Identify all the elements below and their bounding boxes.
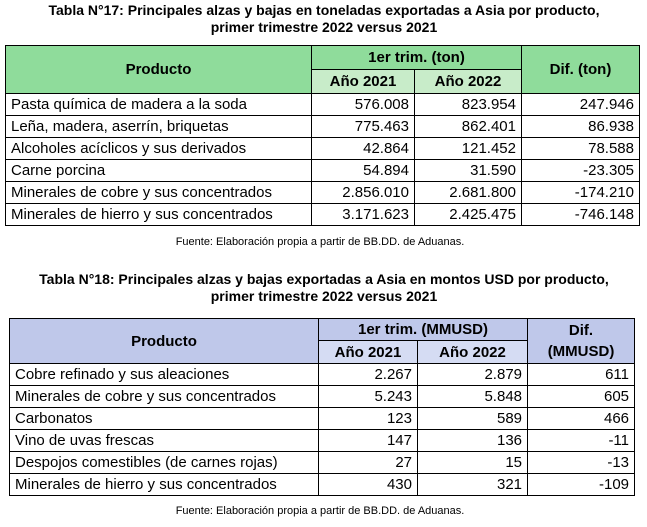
product-cell: Vino de uvas frescas (9, 429, 319, 452)
table18-header-2021: Año 2021 (318, 340, 418, 364)
table17-header-2022: Año 2022 (414, 69, 522, 94)
table-row: Minerales de hierro y sus concentrados 3… (5, 203, 640, 226)
value-2022-cell: 2.879 (416, 363, 529, 386)
diff-cell: 247.946 (521, 93, 640, 116)
product-cell: Minerales de hierro y sus concentrados (5, 203, 312, 226)
table17-header-period: 1er trim. (ton) (311, 45, 522, 70)
table-row: Minerales de cobre y sus concentrados 5.… (9, 385, 636, 408)
table-row: Leña, madera, aserrín, briquetas 775.463… (5, 115, 640, 138)
table-row: Minerales de hierro y sus concentrados 4… (9, 473, 636, 496)
product-cell: Minerales de cobre y sus concentrados (5, 181, 312, 204)
table17-title-line1: Tabla N°17: Principales alzas y bajas en… (48, 2, 600, 18)
value-2021-cell: 42.864 (311, 137, 415, 160)
value-2022-cell: 2.425.475 (414, 203, 522, 226)
table17-title-line2: primer trimestre 2022 versus 2021 (210, 19, 438, 35)
table18-header-2022: Año 2022 (416, 340, 529, 364)
value-2022-cell: 823.954 (414, 93, 522, 116)
table18-header-product: Producto (9, 318, 319, 364)
table17-title: Tabla N°17: Principales alzas y bajas en… (4, 2, 644, 36)
table-row: Pasta química de madera a la soda 576.00… (5, 93, 640, 116)
diff-cell: 78.588 (521, 137, 640, 160)
table18-header-period: 1er trim. (MMUSD) (317, 318, 529, 341)
value-2021-cell: 147 (318, 429, 418, 452)
table-row: Carbonatos 123 589 466 (9, 407, 636, 430)
table17-header-diff: Dif. (ton) (521, 45, 640, 94)
value-2022-cell: 862.401 (414, 115, 522, 138)
product-cell: Carne porcina (5, 159, 312, 182)
table-row: Carne porcina 54.894 31.590 -23.305 (5, 159, 640, 182)
value-2021-cell: 576.008 (311, 93, 415, 116)
diff-cell: -109 (527, 473, 636, 496)
product-cell: Cobre refinado y sus aleaciones (9, 363, 319, 386)
value-2021-cell: 2.856.010 (311, 181, 415, 204)
table-row: Cobre refinado y sus aleaciones 2.267 2.… (9, 363, 636, 386)
value-2021-cell: 27 (318, 451, 418, 474)
diff-cell: 466 (527, 407, 636, 430)
diff-cell: -11 (527, 429, 636, 452)
value-2022-cell: 15 (416, 451, 529, 474)
value-2021-cell: 123 (318, 407, 418, 430)
table-row: Minerales de cobre y sus concentrados 2.… (5, 181, 640, 204)
value-2022-cell: 31.590 (414, 159, 522, 182)
table18: Producto 1er trim. (MMUSD) Dif. (MMUSD) … (9, 318, 636, 496)
table18-title-line1: Tabla N°18: Principales alzas y bajas ex… (39, 271, 609, 287)
value-2021-cell: 54.894 (311, 159, 415, 182)
table17: Producto 1er trim. (ton) Dif. (ton) Año … (5, 45, 640, 226)
product-cell: Leña, madera, aserrín, briquetas (5, 115, 312, 138)
table18-header-diff: Dif. (MMUSD) (527, 318, 636, 364)
diff-cell: 611 (527, 363, 636, 386)
value-2021-cell: 3.171.623 (311, 203, 415, 226)
table-row: Vino de uvas frescas 147 136 -11 (9, 429, 636, 452)
value-2022-cell: 2.681.800 (414, 181, 522, 204)
table18-title-line2: primer trimestre 2022 versus 2021 (210, 288, 438, 304)
value-2021-cell: 775.463 (311, 115, 415, 138)
value-2021-cell: 2.267 (318, 363, 418, 386)
table18-source: Fuente: Elaboración propia a partir de B… (175, 505, 465, 517)
product-cell: Minerales de cobre y sus concentrados (9, 385, 319, 408)
diff-cell: -13 (527, 451, 636, 474)
value-2022-cell: 321 (416, 473, 529, 496)
table18-header-diff-line2: (MMUSD) (547, 343, 615, 360)
diff-cell: -746.148 (521, 203, 640, 226)
diff-cell: 86.938 (521, 115, 640, 138)
value-2022-cell: 136 (416, 429, 529, 452)
diff-cell: -23.305 (521, 159, 640, 182)
table17-source: Fuente: Elaboración propia a partir de B… (175, 236, 465, 248)
value-2022-cell: 589 (416, 407, 529, 430)
diff-cell: -174.210 (521, 181, 640, 204)
value-2022-cell: 5.848 (416, 385, 529, 408)
value-2022-cell: 121.452 (414, 137, 522, 160)
product-cell: Alcoholes acíclicos y sus derivados (5, 137, 312, 160)
value-2021-cell: 5.243 (318, 385, 418, 408)
table18-title: Tabla N°18: Principales alzas y bajas ex… (4, 271, 644, 305)
product-cell: Carbonatos (9, 407, 319, 430)
value-2021-cell: 430 (318, 473, 418, 496)
product-cell: Pasta química de madera a la soda (5, 93, 312, 116)
table-row: Alcoholes acíclicos y sus derivados 42.8… (5, 137, 640, 160)
table18-header-diff-line1: Dif. (568, 322, 594, 339)
diff-cell: 605 (527, 385, 636, 408)
table17-header-product: Producto (5, 45, 312, 94)
table17-header-2021: Año 2021 (311, 69, 415, 94)
product-cell: Despojos comestibles (de carnes rojas) (9, 451, 319, 474)
table-row: Despojos comestibles (de carnes rojas) 2… (9, 451, 636, 474)
product-cell: Minerales de hierro y sus concentrados (9, 473, 319, 496)
